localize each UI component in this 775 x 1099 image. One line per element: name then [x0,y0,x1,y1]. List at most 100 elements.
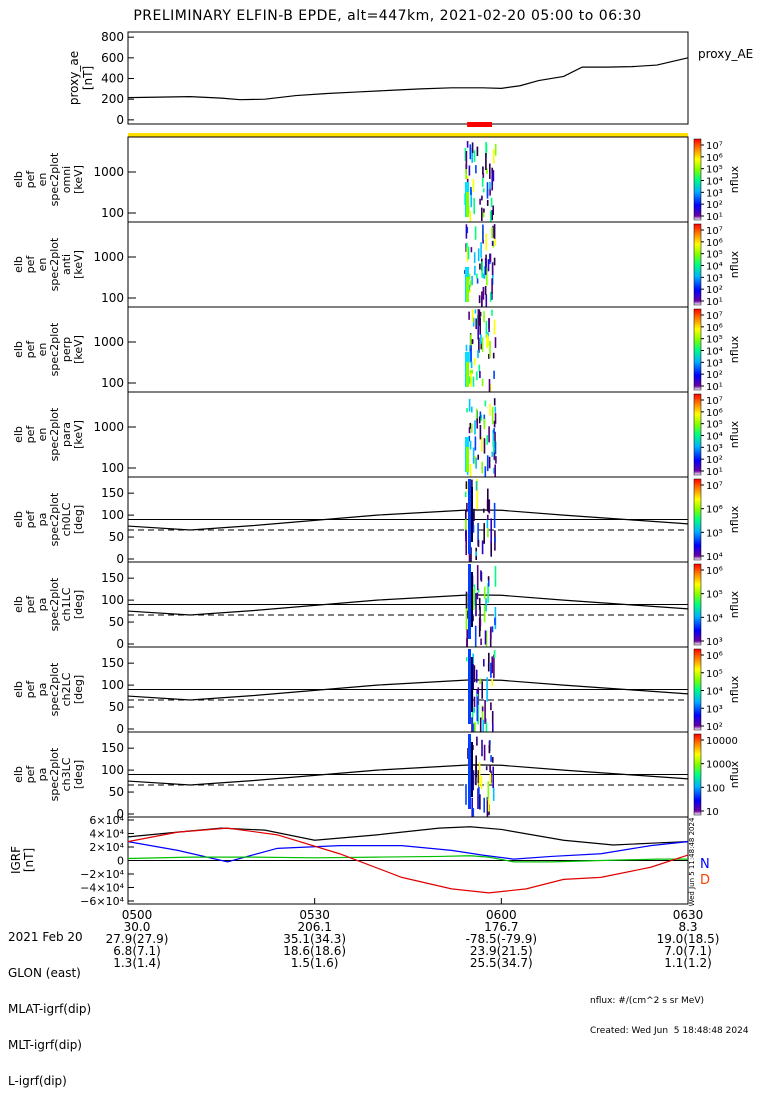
flux-mark [485,294,488,307]
flux-mark [485,141,487,158]
flux-mark [482,172,485,178]
flux-mark [466,277,469,302]
flux-mark [487,514,489,520]
flux-mark [487,781,490,801]
flux-mark [481,207,483,221]
flux-mark [479,371,481,379]
colorbar-tick-label: 10³ [706,273,723,284]
panel-ylabel-line: elb [12,171,25,188]
flux-mark [477,248,480,262]
flux-mark [487,576,490,581]
flux-mark [492,787,495,801]
flux-mark [481,461,483,474]
flux-mark [471,797,473,817]
colorbar [693,478,702,561]
flux-mark [478,785,480,809]
panel-ylabel-line: pef [24,255,37,274]
panel-ytick-label: 150 [101,571,124,585]
igrf-ytick-label: 6×10⁴ [89,814,124,827]
flux-mark [483,311,485,323]
flux-mark [476,565,479,591]
panel-frame [127,136,689,223]
flux-mark [482,166,484,175]
igrf-by-line [127,855,688,863]
flux-mark [481,337,484,352]
proxy-ae-ytick-label: 200 [101,92,124,106]
footer-value: 8.3 [678,920,697,934]
flux-mark [482,188,485,193]
footer-value: 19.0(18.5) [657,932,720,946]
flux-mark [471,309,474,323]
flux-mark [482,212,485,218]
flux-mark [477,454,479,460]
colorbar-label: nflux [728,675,741,703]
flux-mark [480,414,483,421]
flux-mark [468,435,471,442]
colorbar-tick-label: 10⁵ [706,250,723,261]
flux-mark [476,146,479,156]
flux-mark [468,273,471,280]
flux-mark [477,770,480,784]
flux-mark [486,519,489,528]
flux-mark [479,717,482,732]
panel-ylabel-line: pef [24,510,37,529]
flux-mark [481,540,484,555]
flux-mark [485,153,487,170]
flux-mark [488,426,490,443]
created-stamp-vertical: Wed Jun 5 11:48:48 2024 [688,817,696,906]
colorbar-tick-label: 10⁵ [706,528,723,539]
flux-mark [481,378,484,387]
flux-mark [469,211,472,222]
flux-mark [492,225,494,238]
igrf-ytick-label: 4×10⁴ [89,828,124,841]
proxy-ae-frame [127,31,689,125]
panel-ytick-label: 0 [116,722,124,736]
flux-mark [478,762,481,787]
flux-mark [488,740,491,748]
flux-mark [469,464,472,477]
flux-mark [481,739,483,757]
colorbar-tick-label: 10² [706,285,723,296]
flux-mark [476,500,479,510]
flux-mark [491,167,493,174]
flux-mark [468,564,471,639]
flux-mark [474,625,477,647]
panel-ylabel-line: elb [12,426,25,443]
flux-mark [490,210,492,222]
flux-mark [490,518,492,544]
colorbar-tick-label: 10¹ [706,467,723,478]
flux-mark [491,278,493,294]
flux-mark [487,259,490,272]
footer-value: 18.6(18.6) [283,944,346,958]
panel-frame [127,391,689,478]
panel-ylabel-line: [deg] [72,590,85,619]
footer-value: 1.1(1.2) [664,956,712,970]
flux-mark [465,591,468,609]
flux-mark [486,435,488,445]
panel-ylabel-line: [keV] [72,335,85,364]
panel-ylabel-line: ch2LC [60,672,73,706]
flux-mark [483,208,485,213]
flux-mark [466,242,468,252]
flux-mark [470,547,472,562]
flux-mark [472,781,474,791]
panel-ytick-label: 1000 [93,165,124,179]
flux-mark [490,626,492,640]
panel-ylabel-line: spec2plot [48,407,61,461]
colorbar-tick-label: 10² [706,455,723,466]
proxy-ae-ylabel: proxy_ae [67,51,81,105]
flux-mark [480,242,482,258]
flux-mark [473,198,475,215]
flux-mark [464,491,467,497]
science-zone-bar [128,133,688,137]
colorbar-tick-label: 10³ [706,637,723,648]
colorbar-tick-label: 10⁴ [706,347,723,358]
colorbar-tick-label: 10² [706,370,723,381]
panel-ylabel-line: spec2plot [48,662,61,716]
flux-mark [470,345,472,362]
flux-mark [471,423,473,433]
flux-mark [472,179,475,192]
flux-mark [466,141,469,148]
flux-mark [491,451,493,457]
